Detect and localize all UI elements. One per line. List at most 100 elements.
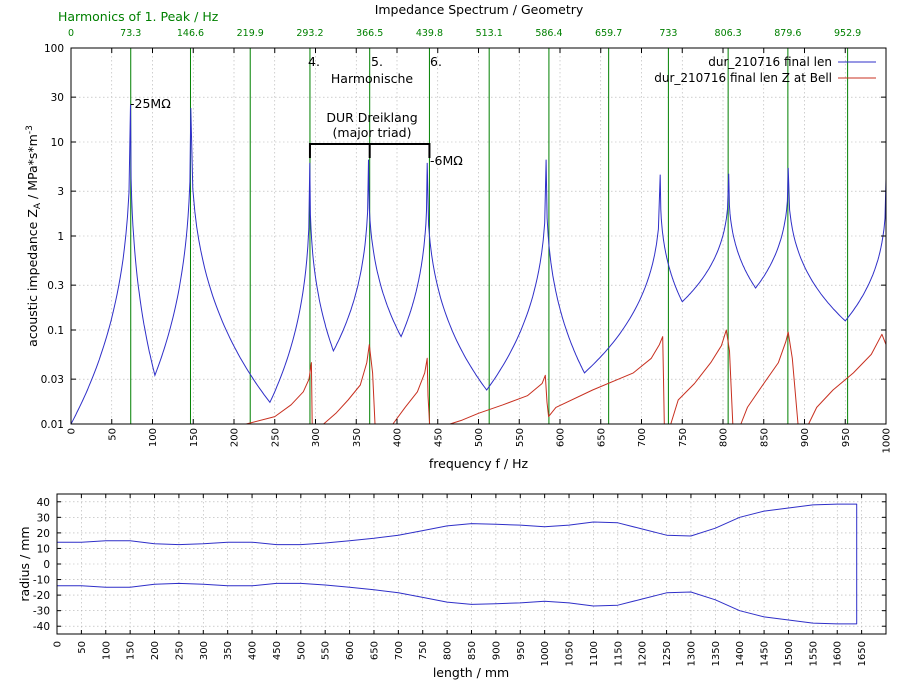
- x-tick-label: 650: [596, 428, 607, 447]
- x-tick-label: 0: [67, 428, 78, 434]
- harmonic-tick-label: 219.9: [237, 28, 264, 39]
- annotation-25-mohm: -25MΩ: [130, 96, 171, 111]
- harmonic-tick-label: 0: [68, 28, 74, 39]
- x-tick-label: 850: [467, 641, 478, 660]
- impedance-grid: [71, 48, 886, 424]
- legend-label-z-at-bell: dur_210716 final len Z at Bell: [654, 71, 832, 85]
- x-tick-label: 300: [199, 641, 210, 660]
- y-tick-label: -10: [33, 575, 50, 587]
- series-segment: [740, 331, 799, 425]
- x-tick-label: 550: [321, 641, 332, 660]
- y-tick-label: -30: [33, 606, 50, 618]
- series-line-final-len: [70, 104, 887, 425]
- harmonic-number-4: 4.: [308, 54, 320, 69]
- x-tick-label: 1450: [760, 641, 771, 666]
- harmonic-tick-label: 366.5: [356, 28, 383, 39]
- series-segment: [449, 336, 665, 425]
- y-tick-label: 10: [51, 137, 64, 149]
- x-tick-label: 1300: [686, 641, 697, 666]
- y-tick-label: 0.03: [41, 374, 64, 386]
- x-tick-label: 200: [230, 428, 241, 447]
- x-tick-label: 700: [637, 428, 648, 447]
- annotation-major-triad: (major triad): [333, 125, 412, 140]
- y-tick-label: -40: [33, 621, 50, 633]
- harmonic-tick-label: 952.9: [834, 28, 861, 39]
- x-tick-label: 1600: [833, 641, 844, 666]
- x-tick-label: 50: [77, 641, 88, 654]
- x-tick-label: 950: [841, 428, 852, 447]
- harmonic-tick-label: 879.6: [774, 28, 801, 39]
- x-tick-label: 550: [515, 428, 526, 447]
- x-tick-label: 500: [474, 428, 485, 447]
- y-tick-label: 3: [57, 186, 64, 198]
- y-tick-label: 30: [51, 92, 64, 104]
- x-tick-label: 150: [189, 428, 200, 447]
- x-tick-label: 900: [491, 641, 502, 660]
- x-tick-label: 600: [345, 641, 356, 660]
- x-tick-label: 400: [393, 428, 404, 447]
- annotation-6-mohm: -6MΩ: [430, 153, 463, 168]
- x-axis-label: length / mm: [433, 665, 509, 680]
- triad-bracket: [308, 143, 431, 158]
- harmonic-tick-label: 513.1: [476, 28, 503, 39]
- harmonic-tick-label: 659.7: [595, 28, 622, 39]
- x-tick-label: 450: [433, 428, 444, 447]
- harmonics-axis-label: Harmonics of 1. Peak / Hz: [58, 9, 219, 24]
- annotation-dur-dreiklang: DUR Dreiklang: [326, 110, 417, 125]
- x-tick-label: 800: [719, 428, 730, 447]
- x-tick-label: 350: [352, 428, 363, 447]
- x-tick-label: 850: [759, 428, 770, 447]
- series-segment: [392, 357, 431, 425]
- y-tick-label: 1: [57, 231, 64, 243]
- x-tick-label: 1200: [638, 641, 649, 666]
- x-tick-label: 1000: [882, 428, 893, 453]
- x-tick-label: 1550: [808, 641, 819, 666]
- x-tick-label: 750: [678, 428, 689, 447]
- y-tick-label: 0.01: [41, 419, 64, 431]
- x-tick-label: 950: [516, 641, 527, 660]
- y-tick-label: 20: [37, 528, 50, 540]
- x-tick-label: 700: [394, 641, 405, 660]
- x-tick-label: 300: [311, 428, 322, 447]
- geometry-grid: [56, 494, 886, 634]
- y-tick-label: 0: [43, 559, 50, 571]
- annotations: -25MΩ -6MΩ 4. 5. 6. Harmonische DUR Dreiklang(…: [130, 54, 463, 168]
- series-segment: [323, 344, 376, 425]
- harmonic-tick-label: 73.3: [120, 28, 141, 39]
- x-tick-label: 1400: [735, 641, 746, 666]
- x-axis-label: frequency f / Hz: [429, 456, 529, 471]
- y-axis-label: acoustic impedance ZA / MPa*s*m-3: [25, 125, 43, 347]
- harmonic-number-6: 6.: [430, 54, 442, 69]
- y-tick-label: 100: [44, 43, 64, 55]
- harmonic-number-5: 5.: [371, 54, 383, 69]
- y-axis-label: radius / mm: [17, 526, 32, 601]
- x-tick-label: 400: [248, 641, 259, 660]
- bore-profile: [56, 503, 858, 625]
- y-tick-label: 0.1: [47, 325, 64, 337]
- geometry-chart: 0 50 100 150 200 250 300 350 400 450 500 550 600 650 7…: [17, 493, 887, 680]
- x-tick-label: 1100: [589, 641, 600, 666]
- x-tick-label: 1350: [711, 641, 722, 666]
- annotation-harmonische: Harmonische: [331, 71, 414, 86]
- x-tick-label: 1250: [662, 641, 673, 666]
- harmonic-tick-label: 806.3: [715, 28, 742, 39]
- series-line-z-at-bell: [246, 329, 887, 425]
- y-axis-label-unit: / MPa*s*m: [25, 134, 40, 199]
- series-segment: [246, 362, 313, 425]
- harmonic-tick-label: 733: [659, 28, 677, 39]
- x-tick-label: 1500: [784, 641, 795, 666]
- impedance-chart: 0 73.3 146.6 219.9 293.2 366.5 439.8 513.1 586.4…: [25, 28, 893, 471]
- x-tick-label: 100: [148, 428, 159, 447]
- legend-label-final-len: dur_210716 final len: [708, 55, 832, 69]
- y-tick-label: 30: [37, 512, 50, 524]
- x-tick-label: 200: [150, 641, 161, 660]
- series-segment: [808, 333, 887, 425]
- x-tick-label: 650: [369, 641, 380, 660]
- harmonic-tick-label: 293.2: [296, 28, 323, 39]
- y-axis-label-subscript: A: [33, 202, 43, 209]
- y-tick-label: 40: [37, 497, 50, 509]
- y-axis-label-main: acoustic impedance Z: [25, 209, 40, 347]
- x-tick-label: 1150: [613, 641, 624, 666]
- x-tick-label: 250: [174, 641, 185, 660]
- x-tick-label: 250: [270, 428, 281, 447]
